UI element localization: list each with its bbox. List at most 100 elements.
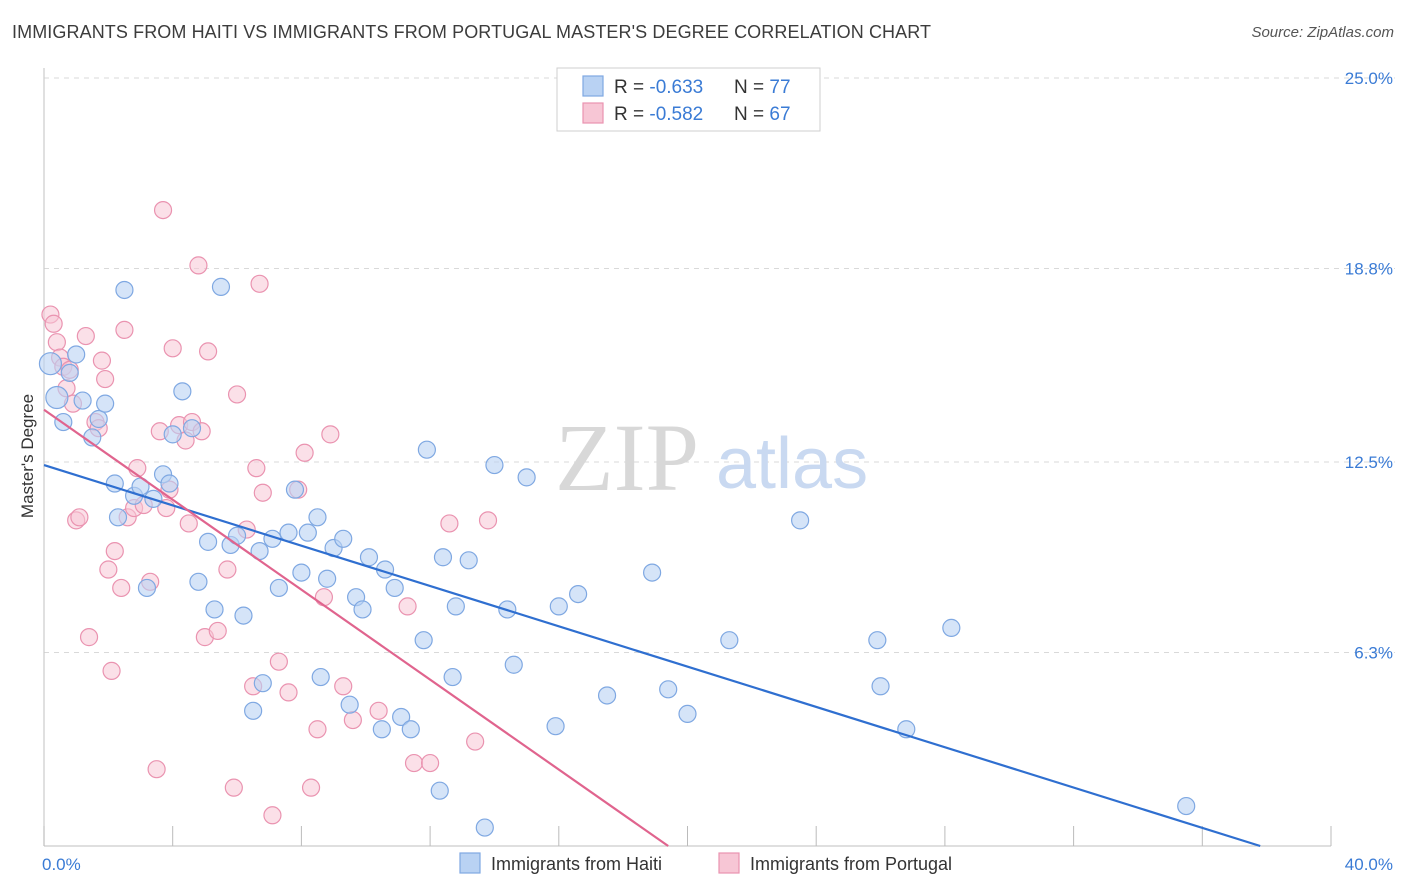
grid-lines xyxy=(44,77,1395,653)
haiti-point xyxy=(115,280,134,300)
haiti-point xyxy=(414,631,433,650)
portugal-point xyxy=(404,753,424,773)
haiti-point xyxy=(385,578,404,598)
portugal-point xyxy=(189,256,208,275)
series-haiti-points xyxy=(38,277,1196,837)
bottom-legend-portugal-label: Immigrants from Portugal xyxy=(750,854,952,874)
svg-text:N = 67: N = 67 xyxy=(734,104,791,125)
portugal-point xyxy=(198,342,218,361)
correlation-legend: R = -0.633 N = 77 R = -0.582 N = 67 xyxy=(556,67,821,132)
haiti-point xyxy=(549,597,568,616)
haiti-point xyxy=(96,394,115,413)
haiti-trend-line xyxy=(43,464,1261,848)
portugal-point xyxy=(466,732,485,751)
portugal-point xyxy=(398,597,417,616)
portugal-point xyxy=(147,760,166,779)
legend-portugal-n-label: N = xyxy=(734,104,769,125)
haiti-point xyxy=(279,523,298,542)
portugal-point xyxy=(301,778,321,797)
portugal-point xyxy=(47,333,66,352)
haiti-point xyxy=(38,352,63,376)
haiti-point xyxy=(108,508,128,527)
haiti-point xyxy=(60,363,79,383)
portugal-point xyxy=(343,710,362,730)
portugal-point xyxy=(79,628,99,647)
x-tick-labels: 0.0% 40.0% xyxy=(42,855,1393,874)
x-tick-label-0: 0.0% xyxy=(42,855,81,874)
haiti-point xyxy=(244,701,263,720)
haiti-point xyxy=(160,474,179,493)
axes xyxy=(43,68,1332,847)
haiti-point xyxy=(318,569,337,588)
haiti-point xyxy=(443,667,462,687)
haiti-point xyxy=(205,600,224,619)
haiti-point xyxy=(173,382,192,401)
haiti-point xyxy=(392,707,411,727)
haiti-point xyxy=(504,655,523,674)
portugal-point xyxy=(112,578,131,598)
haiti-point xyxy=(308,508,327,527)
legend-haiti-n-value: 77 xyxy=(769,77,790,98)
y-tick-labels: 6.3% 12.5% 18.8% 25.0% xyxy=(1345,69,1393,662)
portugal-point xyxy=(92,351,112,370)
portugal-point xyxy=(250,274,269,293)
portugal-trend-line xyxy=(43,408,669,847)
y-tick-label-1: 12.5% xyxy=(1345,453,1393,472)
haiti-point xyxy=(475,818,494,837)
trend-lines xyxy=(43,408,1261,848)
haiti-point xyxy=(678,704,697,724)
haiti-point xyxy=(292,563,311,582)
haiti-point xyxy=(234,606,253,625)
y-tick-label-3: 25.0% xyxy=(1345,69,1393,88)
haiti-point xyxy=(1177,796,1196,816)
portugal-point xyxy=(218,560,237,579)
portugal-point xyxy=(96,369,115,389)
portugal-point xyxy=(421,753,440,773)
haiti-point xyxy=(485,455,504,475)
portugal-point xyxy=(253,483,272,502)
haiti-point xyxy=(871,677,890,696)
x-tick-label-1: 40.0% xyxy=(1345,855,1393,874)
haiti-point xyxy=(211,277,231,296)
haiti-point xyxy=(459,551,478,570)
chart-source: Source: ZipAtlas.com xyxy=(1251,24,1394,41)
haiti-point xyxy=(298,523,317,542)
legend-haiti-r-value: -0.633 xyxy=(649,77,703,98)
portugal-point xyxy=(369,701,388,720)
legend-haiti-n-label: N = xyxy=(734,77,769,98)
haiti-point xyxy=(417,440,436,459)
portugal-point xyxy=(314,588,334,607)
series-legend: Immigrants from Haiti Immigrants from Po… xyxy=(459,852,952,874)
portugal-point xyxy=(308,720,327,739)
haiti-point xyxy=(643,563,662,582)
haiti-point xyxy=(446,597,465,616)
portugal-point xyxy=(163,339,182,358)
series-portugal-points xyxy=(41,200,498,825)
haiti-point xyxy=(372,720,391,739)
y-tick-label-2: 18.8% xyxy=(1345,259,1393,278)
y-tick-label-0: 6.3% xyxy=(1354,643,1393,662)
portugal-point xyxy=(295,443,314,462)
watermark-atlas: atlas xyxy=(716,424,868,504)
haiti-point xyxy=(269,578,288,598)
haiti-point xyxy=(137,578,157,598)
haiti-point xyxy=(720,631,739,650)
haiti-point xyxy=(89,409,108,429)
portugal-point xyxy=(478,511,498,530)
haiti-point xyxy=(546,717,565,736)
haiti-point xyxy=(430,781,449,800)
haiti-point xyxy=(182,419,202,438)
svg-text:R = -0.582: R = -0.582 xyxy=(614,104,703,125)
portugal-point xyxy=(224,778,243,797)
legend-portugal-swatch xyxy=(582,102,604,124)
watermark-zip: ZIP xyxy=(555,404,699,511)
portugal-point xyxy=(102,661,121,680)
bottom-legend-portugal-swatch xyxy=(718,852,740,874)
haiti-point xyxy=(569,584,588,604)
legend-portugal-n-value: 67 xyxy=(769,104,790,125)
haiti-point xyxy=(67,345,86,364)
haiti-point xyxy=(353,600,372,619)
portugal-point xyxy=(208,621,227,641)
haiti-point xyxy=(198,532,218,551)
